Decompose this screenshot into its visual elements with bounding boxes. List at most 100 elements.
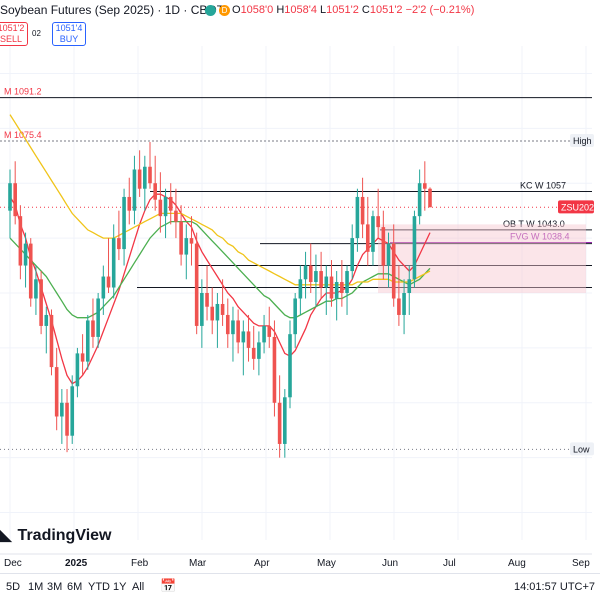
candle-body [96,298,100,337]
moving-averages [9,114,431,385]
candle-body [80,353,85,362]
candles [8,142,432,458]
candle-body [272,336,277,403]
axis-badge [558,200,594,214]
candle-body [189,238,194,244]
candle-body [111,238,116,288]
ohlc-readout: O1058'0 H1058'4 L1051'2 C1051'2 −2'2 (−0… [232,4,475,16]
candle-body [13,183,17,217]
candle-body [381,227,386,266]
candle-body [386,243,391,266]
candle-body [324,276,329,288]
candle-body [132,169,137,211]
candle-body [417,183,422,217]
x-tick-label: Sep [572,558,590,569]
candle-body [220,303,225,315]
candle-body [371,216,375,252]
tradingview-logo-icon: ◣ [0,527,12,544]
candle-body [54,367,59,417]
timeframe-1y[interactable]: 1Y [113,581,127,593]
timeframe-3m[interactable]: 3M [47,581,63,593]
data-delay-icon: D [219,5,230,16]
candle-body [184,238,189,255]
candle-body [319,271,323,288]
candle-body [329,276,334,299]
timeframe-5d[interactable]: 5D [6,581,21,593]
candle-body [391,243,396,299]
candle-body [241,331,246,343]
candle-body [122,196,126,250]
level-label: M 1091.2 [4,87,42,97]
x-tick-label: Dec [4,558,22,569]
candle-body [28,243,33,299]
axis-badge [570,133,594,147]
x-tick-label: Aug [508,558,526,569]
candle-body [65,402,69,436]
candle-body [350,238,355,272]
candle-body [117,238,121,250]
candle-body [148,166,152,184]
x-tick-label: Jun [382,558,398,569]
ma-line [9,114,431,286]
candle-body [345,271,349,293]
candle-body [174,210,178,222]
candle-body [277,402,282,444]
candle-body [70,386,75,436]
candle-body [106,276,111,288]
candle-body [257,342,261,359]
candle-body [163,196,168,217]
candle-body [251,347,256,359]
candle-body [85,320,90,362]
spread-value: 02 [32,29,41,38]
candle-body [407,279,412,293]
candle-body [293,298,297,335]
candle-body [314,271,318,283]
tradingview-logo: ◣ TradingView [0,527,112,544]
candle-body [34,279,38,299]
candle-body [23,243,28,266]
level-label: OB T W 1043.0 [503,219,565,229]
candle-body [376,216,380,228]
axis-badge-label: High [573,136,592,146]
axis-badge [570,442,594,456]
candle-body [153,183,157,200]
candle-body [360,196,365,225]
symbol-title[interactable]: Soybean Futures (Sep 2025) · 1D · CBOT [0,3,225,17]
candle-body [205,293,209,307]
axis-badge-label: ZSU2025 [561,202,599,212]
candle-body [179,221,183,255]
clock: 14:01:57 UTC+7 [514,581,596,593]
sell-button[interactable]: 1051'2 SELL [0,22,28,46]
calendar-icon[interactable]: 📅 [160,578,177,593]
candle-body [200,293,204,326]
candle-body [60,402,64,417]
buy-button[interactable]: 1051'4 BUY [52,22,86,46]
candle-body [303,265,308,280]
x-tick-label: May [317,558,336,569]
timeframe-6m[interactable]: 6M [67,581,83,593]
axis-badges: High ZSU2025 Low [558,133,599,456]
price-axis [592,46,600,540]
candle-body [402,293,406,315]
candle-body [412,216,417,280]
x-axis: Dec 2025 Feb Mar Apr May Jun Jul Aug Sep [0,553,592,569]
timeframe-1m[interactable]: 1M [28,581,44,593]
candle-body [168,196,173,211]
axis-badge-label: Low [573,444,590,454]
candle-body [246,331,251,348]
timeframe-all[interactable]: All [132,581,145,593]
market-status-icon [205,5,216,16]
timeframe-ytd[interactable]: YTD [88,581,110,593]
candle-body [298,279,303,299]
candle-body [158,199,163,217]
candle-body [39,279,43,326]
candle-body [397,298,401,315]
candle-body [334,282,339,299]
level-label: FVG W 1038.4 [510,232,570,242]
candle-body [137,169,142,189]
candle-body [231,320,235,335]
candle-body [225,314,230,335]
candle-body [308,265,313,283]
x-tick-label: Mar [189,558,207,569]
